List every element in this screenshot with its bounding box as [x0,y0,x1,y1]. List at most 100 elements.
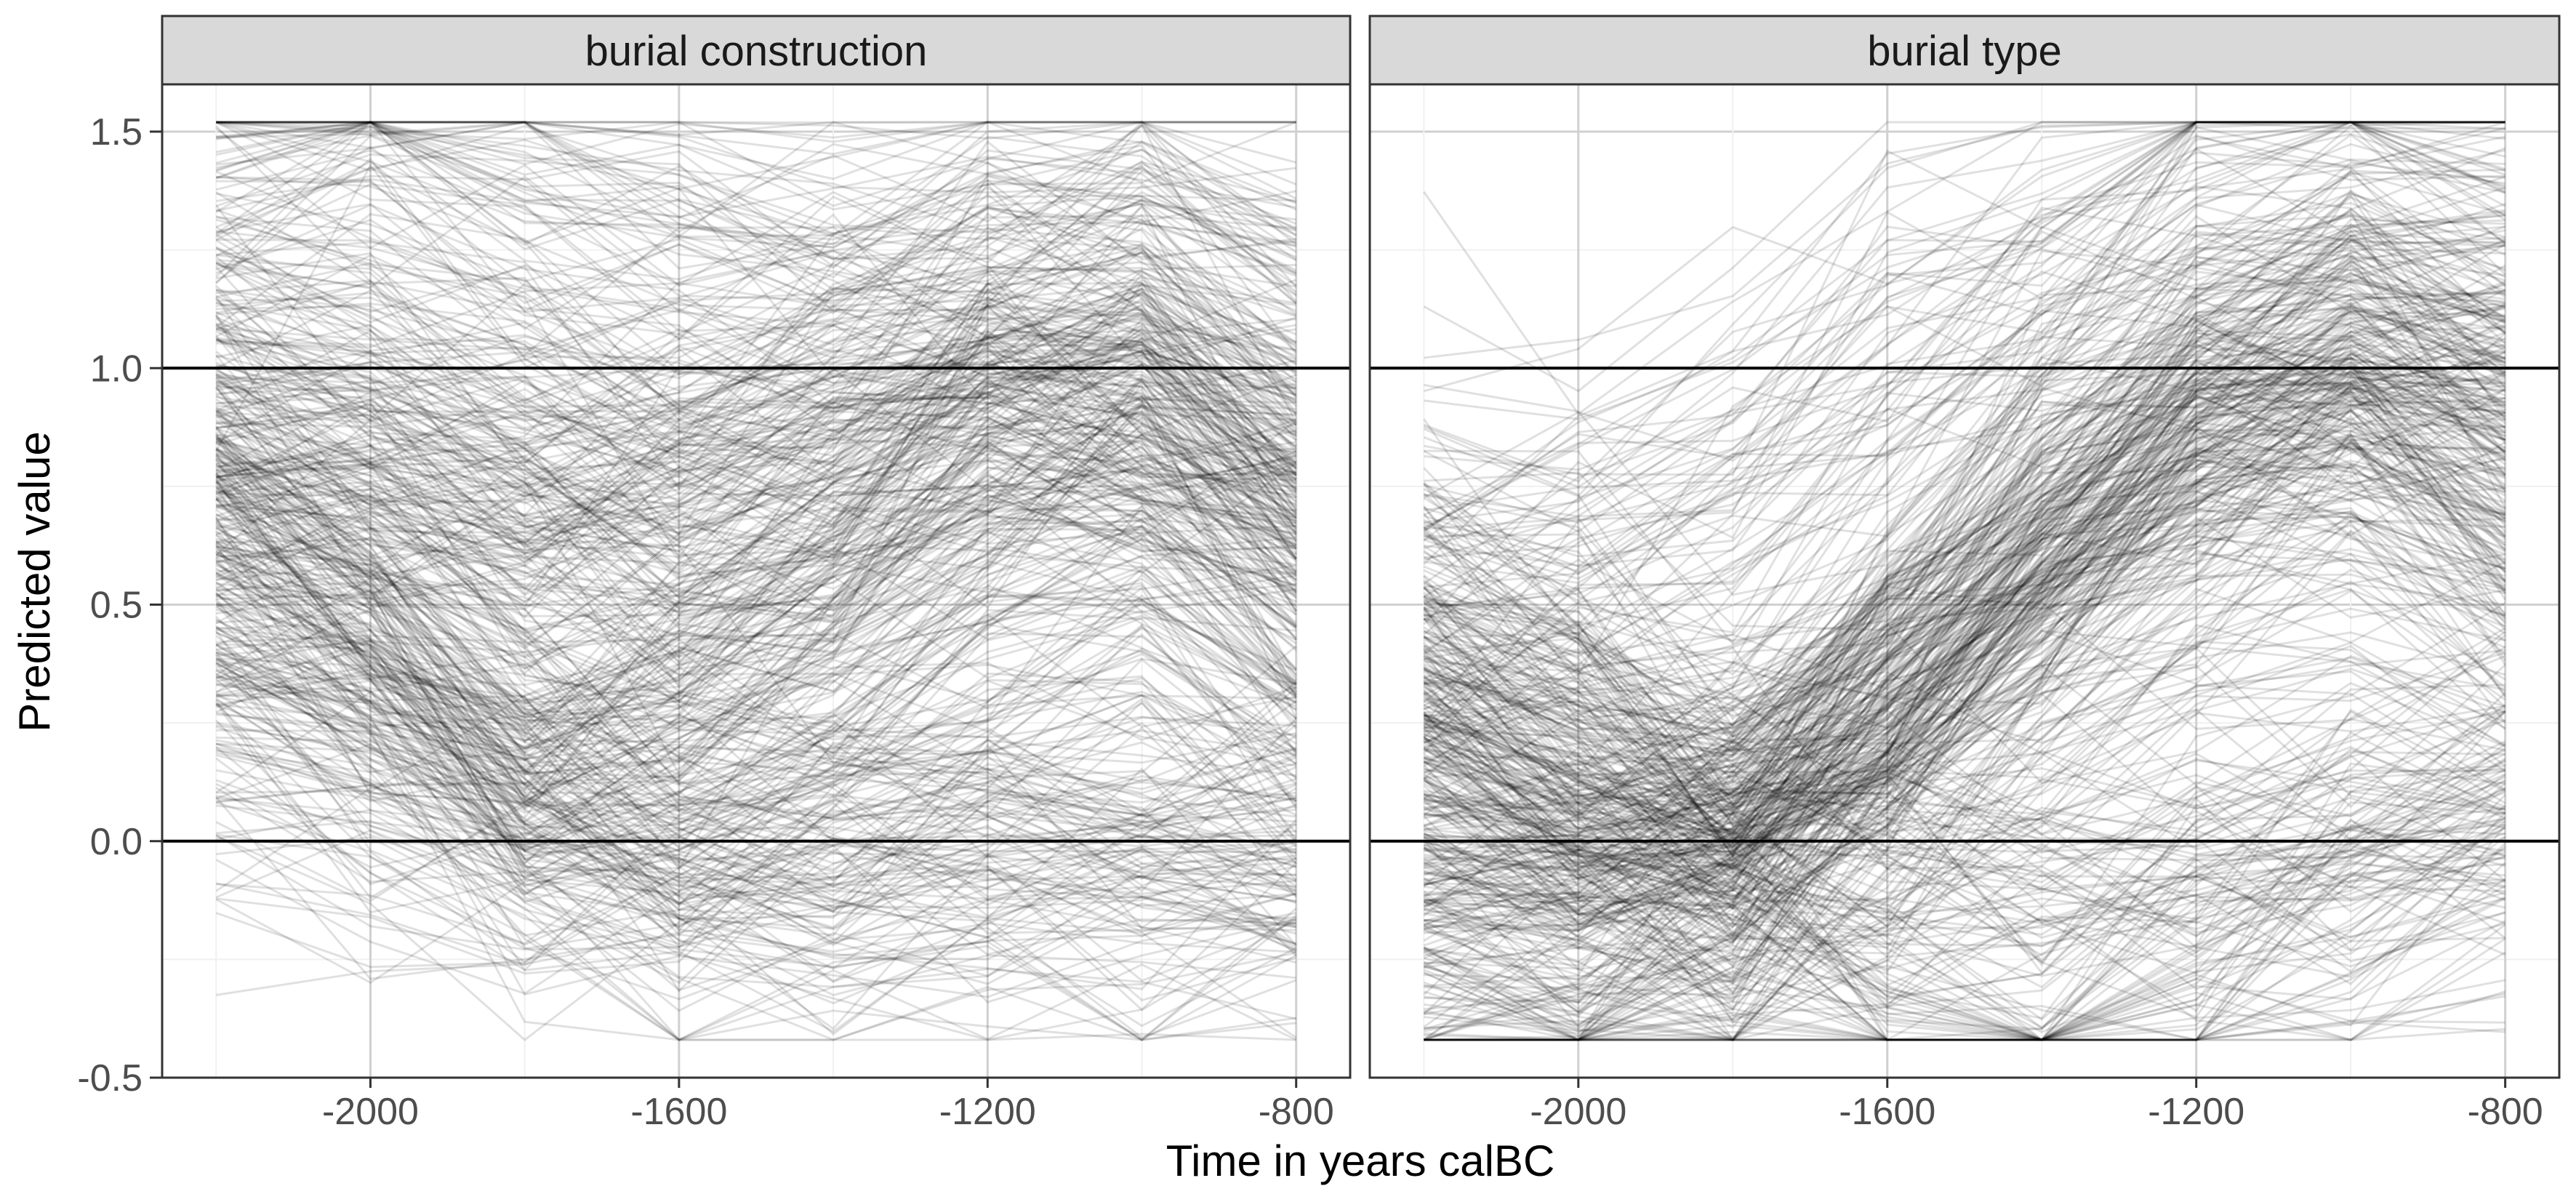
series-line [1424,302,2505,814]
series-line [1423,684,2505,975]
series-line [1424,370,2506,987]
series-line [1424,499,2506,1029]
series-line [1424,842,2506,1041]
series-line [1423,752,2506,849]
series-line [215,417,1297,744]
series-line [1424,185,2506,567]
series-line [1423,860,2505,1041]
series-line [1423,964,2505,1041]
series-line [1423,168,2505,689]
series-line [1423,421,2506,846]
series-line [215,399,1297,753]
series-line [216,505,1297,809]
series-line [216,335,1297,560]
series-line [1424,121,2506,541]
series-line [216,319,1297,405]
series-line [1423,121,2505,529]
series-line [1424,356,2506,934]
series-line [1423,856,2505,949]
series-line [1424,602,2506,967]
series-line [1424,403,2505,1041]
series-line [215,462,1297,897]
series-line [1424,811,2506,1041]
series-line [216,320,1297,560]
series-line [215,440,1297,702]
series-line [215,374,1297,740]
series-line [215,469,1297,893]
series-line [1423,304,2505,865]
series-line [1423,121,2505,499]
series-line [216,572,1297,893]
series-line [216,632,1296,710]
x-tick-label: -800 [1259,1091,1334,1133]
series-line [214,516,1297,1039]
series-line [1424,121,2505,476]
series-line [1423,530,2506,941]
series-line [216,298,1297,476]
series-line [1424,395,2505,1011]
series-line [1423,369,2506,826]
series-line [215,630,1296,1041]
series-line [1423,212,2506,784]
series-line [1424,321,2506,897]
series-line [1423,510,2506,917]
series-line [215,239,1297,451]
series-line [216,594,1297,945]
series-line [215,404,1298,809]
series-line [1423,587,2506,910]
series-line [215,435,1297,982]
series-line [216,711,1297,1039]
series-line [1424,817,2505,1035]
series-line [1423,304,2506,926]
series-line [215,441,1297,614]
series-line [215,350,1296,495]
series-line [216,300,1297,429]
series-line [215,674,1297,961]
series-line [1423,396,2506,700]
series-line [216,416,1296,591]
series-line [216,121,1297,233]
series-line [215,328,1297,562]
series-line [1423,385,2505,871]
series-line [1424,780,2505,924]
series-line [216,390,1297,503]
series-line [1423,175,2506,667]
series-line [1423,640,2506,1022]
series-line [1423,561,2506,1041]
series-line [1423,591,2506,809]
series-line [1423,447,2506,909]
series-line [1423,243,2506,881]
series-line [215,411,1298,710]
series-line [216,672,1296,1041]
series-line [215,676,1297,946]
series-line [215,489,1296,841]
series-line [1423,734,2506,933]
series-line [1423,121,2505,565]
series-line [1424,193,2506,730]
series-line [216,203,1297,365]
series-line [215,508,1297,750]
series-line [216,533,1297,749]
series-line [215,121,1297,296]
series-line [215,591,1296,880]
series-line [215,121,1296,313]
series-line [215,424,1297,790]
series-line [216,398,1297,524]
series-line [215,446,1296,621]
series-line [215,609,1297,888]
series-line [216,121,1296,140]
series-line [216,416,1297,762]
series-line [1423,295,2506,856]
series-line [1424,390,2506,632]
series-line [215,336,1297,577]
series-line [215,623,1297,963]
series-line [215,212,1297,438]
series-line [1424,703,2506,989]
series-line [215,526,1296,812]
series-line [1424,121,2506,609]
series-line [1423,121,2505,533]
series-line [215,252,1297,675]
series-line [1423,390,2506,955]
series-line [1423,377,2505,921]
series-line [216,444,1297,694]
